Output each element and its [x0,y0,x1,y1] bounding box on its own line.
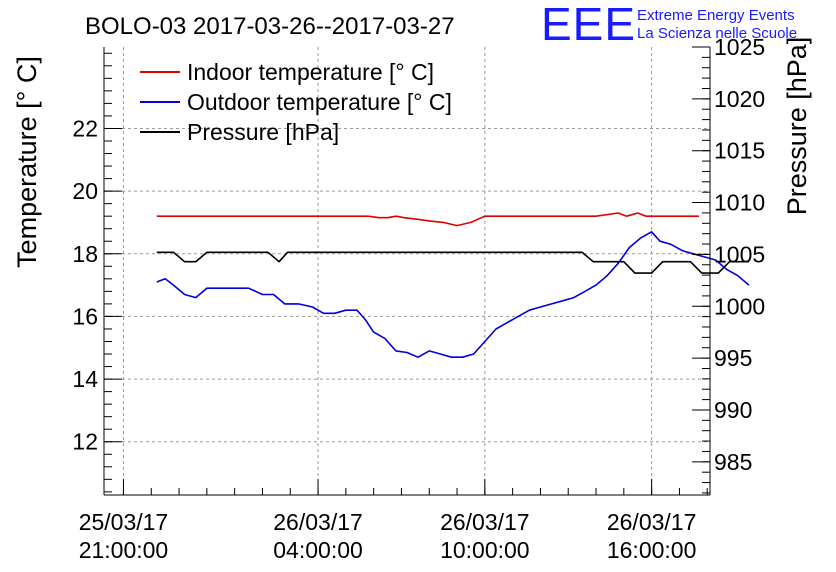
x-tick-label-date-3: 26/03/17 [607,509,697,535]
series-layer [156,212,750,359]
x-tick-label-time-1: 04:00:00 [273,537,363,563]
right-tick-label-2: 995 [714,345,752,371]
eee-logo: EEE Extreme Energy Events La Scienza nel… [541,0,797,50]
x-tick-label-time-0: 21:00:00 [79,537,169,563]
grid-lines [104,47,710,495]
right-tick-label-6: 1015 [714,138,765,164]
left-tick-label-3: 18 [72,241,98,267]
x-tick-label-date-2: 26/03/17 [440,509,530,535]
logo-mark: EEE [541,0,636,50]
logo-line-2: La Scienza nelle Scuole [637,25,797,42]
right-tick-label-8: 1025 [714,34,765,60]
logo-line-1: Extreme Energy Events [637,7,795,24]
legend-label-1: Outdoor temperature [° C] [187,89,452,115]
legend-label-0: Indoor temperature [° C] [187,59,434,85]
series-line-1 [156,231,750,359]
chart-title: BOLO-03 2017-03-26--2017-03-27 [85,13,455,40]
left-tick-label-5: 22 [72,115,98,141]
x-tick-label-date-1: 26/03/17 [273,509,363,535]
right-tick-label-0: 985 [714,449,752,475]
right-tick-label-7: 1020 [714,86,765,112]
left-tick-label-4: 20 [72,178,98,204]
left-tick-label-1: 14 [72,366,98,392]
series-line-2 [156,251,749,274]
x-tick-label-time-2: 10:00:00 [440,537,530,563]
axes: 12 14 16 18 20 22 985 990 995 1000 1005 1010 1015 102… [72,34,765,563]
left-tick-label-0: 12 [72,429,98,455]
right-tick-label-4: 1005 [714,241,765,267]
right-tick-label-5: 1010 [714,190,765,216]
legend-label-2: Pressure [hPa] [187,119,339,145]
left-axis-label: Temperature [° C] [12,56,42,268]
right-tick-label-3: 1000 [714,293,765,319]
right-tick-label-1: 990 [714,397,752,423]
x-tick-label-time-3: 16:00:00 [607,537,697,563]
legend: Indoor temperature [° C] Outdoor temperat… [140,59,452,145]
x-tick-label-date-0: 25/03/17 [79,509,169,535]
left-tick-label-2: 16 [72,303,98,329]
series-line-0 [156,212,699,227]
right-axis-label: Pressure [hPa] [782,37,812,216]
